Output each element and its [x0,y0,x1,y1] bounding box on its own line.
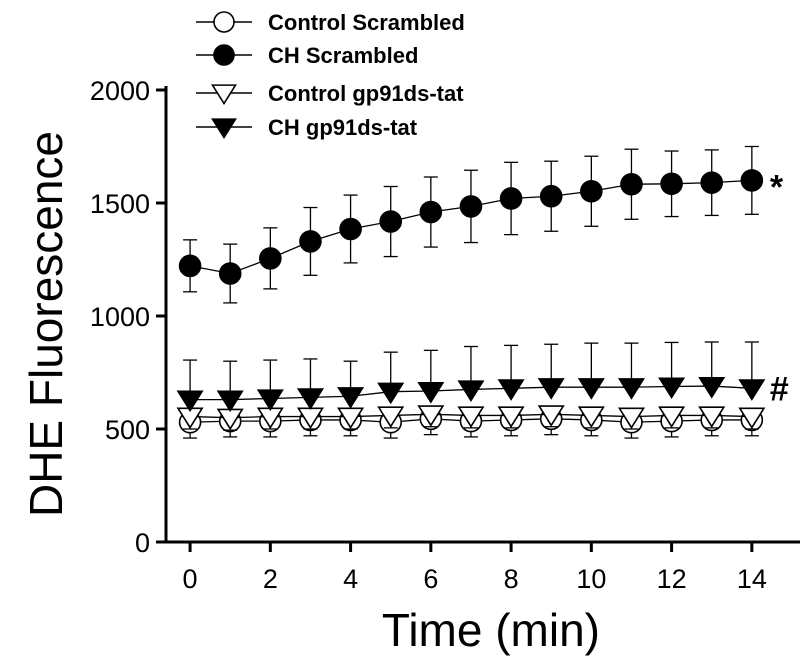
x-tick-label: 10 [576,564,606,594]
annotation-mark: * [770,168,784,206]
legend-label: Control gp91ds-tat [268,81,464,106]
x-tick-label: 6 [423,564,438,594]
legend-label: CH Scrambled [268,43,418,68]
data-point [620,172,643,196]
data-point [537,405,565,427]
x-tick-label: 0 [183,564,198,594]
legend-marker [213,44,235,66]
y-tick-label: 2000 [90,76,150,106]
series-4 [176,341,766,413]
data-point [658,377,686,400]
data-point [499,187,523,210]
legend: Control Scrambled CH Scrambled Control gp9… [196,10,465,140]
legend-item: Control Scrambled [196,10,465,35]
data-point [379,210,403,233]
x-axis-title: Time (min) [382,604,600,656]
axes [164,86,800,544]
data-point [457,406,485,428]
data-point [457,380,485,402]
data-point [658,406,686,428]
annotation-mark: # [770,370,789,408]
data-point [218,262,242,285]
data-point [577,406,605,428]
x-tick-label: 2 [263,564,278,594]
data-point [377,406,405,428]
data-point [176,390,204,413]
data-point [256,389,284,412]
data-point [339,217,362,241]
data-point [296,388,324,410]
data-point [259,247,282,270]
series-3 [176,405,766,431]
data-point [417,405,445,427]
data-point [698,376,726,399]
data-point [178,254,202,278]
data-point [577,378,605,400]
data-point [377,382,405,405]
legend-item: Control gp91ds-tat [196,81,464,106]
axis-ticks: 0 500 1000 1500 2000 0 2 4 6 8 10 12 14 [90,76,767,594]
data-point [539,184,563,208]
data-point [660,172,683,196]
plot-series [176,145,766,439]
data-point [617,378,645,400]
y-tick-label: 500 [105,415,150,445]
legend-marker [213,11,235,33]
data-point [417,381,445,404]
x-tick-label: 8 [504,564,519,594]
data-point [617,407,645,430]
data-point [738,407,766,430]
data-point [337,387,365,409]
y-tick-label: 1000 [90,302,150,332]
data-point [419,200,443,224]
data-point [537,378,565,400]
y-tick-label: 0 [135,528,150,558]
x-tick-label: 14 [737,564,767,594]
legend-item: CH Scrambled [196,43,418,68]
data-point [698,406,726,428]
data-point [700,171,724,194]
data-point [459,195,483,218]
data-point [497,379,525,401]
series-2 [178,145,764,304]
x-tick-label: 12 [657,564,687,594]
data-point [580,179,603,203]
legend-marker [211,84,237,106]
data-point [497,406,525,428]
x-tick-label: 4 [343,564,358,594]
legend-label: CH gp91ds-tat [268,115,418,140]
data-point [738,379,766,401]
legend-item: CH gp91ds-tat [196,115,418,140]
data-point [216,390,244,413]
legend-marker [211,118,237,140]
legend-label: Control Scrambled [268,10,465,35]
annotations: *# [770,168,789,408]
y-tick-label: 1500 [90,189,150,219]
y-axis-title: DHE Fluorescence [20,131,72,517]
data-point [740,169,764,192]
data-point [299,230,322,253]
